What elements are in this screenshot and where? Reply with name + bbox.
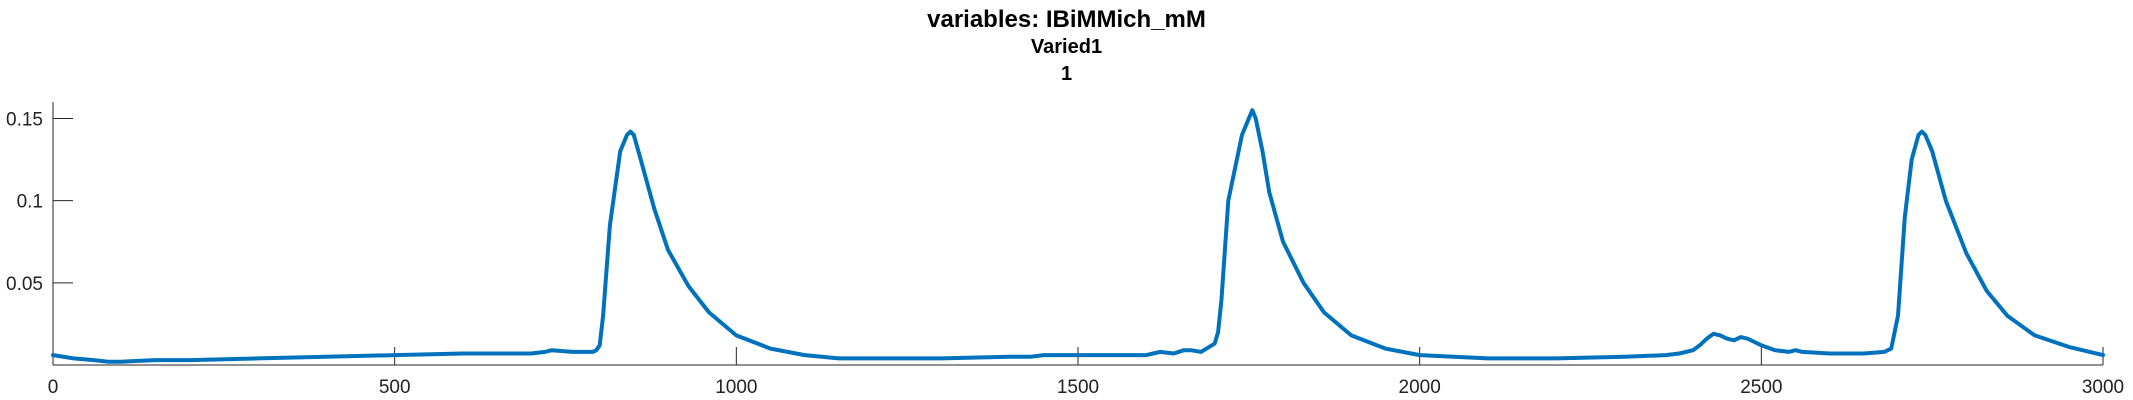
y-tick-label: 0.05 xyxy=(6,274,43,295)
series-group xyxy=(51,108,2105,364)
x-tick-label: 0 xyxy=(48,377,59,398)
x-tick-label: 2500 xyxy=(1740,377,1782,398)
axes xyxy=(52,102,2103,366)
y-tick-label: 0.15 xyxy=(6,109,43,130)
y-axis-ticks: 0.05 0.1 0.15 xyxy=(6,109,73,295)
series-line xyxy=(51,108,2105,364)
x-tick-label: 2000 xyxy=(1399,377,1441,398)
x-tick-label: 500 xyxy=(379,377,411,398)
x-tick-label: 3000 xyxy=(2082,377,2124,398)
chart-subtitle-2: 1 xyxy=(1060,63,1073,85)
x-tick-label: 1500 xyxy=(1057,377,1099,398)
chart-title: variables: IBiMMich_mM xyxy=(927,6,1206,33)
x-axis-ticks: 0 500 1000 1500 2000 2500 3000 xyxy=(48,347,2124,398)
chart-subtitle: Varied1 xyxy=(1030,36,1103,58)
x-tick-label: 1000 xyxy=(715,377,757,398)
y-tick-label: 0.1 xyxy=(17,192,43,213)
chart-titles: variables: IBiMMich_mM Varied1 1 xyxy=(0,6,2133,88)
